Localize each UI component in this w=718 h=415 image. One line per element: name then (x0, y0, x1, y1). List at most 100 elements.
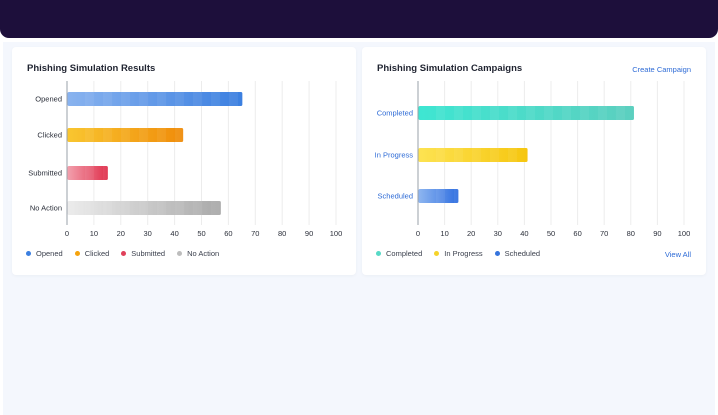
bar-segment (157, 201, 166, 215)
bar-segment (454, 148, 463, 162)
bar-segment (157, 128, 166, 142)
bar-segment (175, 201, 184, 215)
category-label-clicked: Clicked (37, 131, 62, 140)
bar-segment (580, 106, 589, 120)
bar-segment (103, 201, 112, 215)
bar-segment (193, 92, 202, 106)
x-tick-label: 100 (678, 229, 691, 238)
bar-segment (85, 128, 94, 142)
bar-segment (139, 128, 148, 142)
bar-no-action[interactable] (67, 201, 221, 215)
legend-dot-icon (434, 251, 440, 256)
campaigns-card-title: Phishing Simulation Campaigns (377, 63, 523, 74)
bar-segment (103, 92, 112, 106)
bar-scheduled[interactable] (418, 189, 459, 203)
results-legend-item-submitted[interactable]: Submitted (121, 249, 165, 258)
results-legend: Opened Clicked Submitted No Action (26, 249, 231, 258)
bar-segment (121, 201, 130, 215)
x-tick-label: 40 (520, 229, 528, 238)
campaigns-legend-item-in-progress[interactable]: In Progress (434, 249, 483, 258)
bar-opened[interactable] (67, 92, 243, 106)
legend-label: Clicked (84, 249, 110, 258)
x-tick-label: 30 (494, 229, 502, 238)
category-label-in-progress[interactable]: In Progress (375, 151, 414, 160)
phishing-campaigns-card: Phishing Simulation Campaigns Create Cam… (362, 47, 706, 275)
bar-segment (85, 166, 94, 180)
x-tick-label: 20 (117, 229, 125, 238)
bar-clicked[interactable] (67, 128, 184, 142)
x-tick-label: 50 (197, 229, 205, 238)
x-tick-label: 70 (600, 229, 608, 238)
bar-segment (490, 106, 499, 120)
category-label-submitted: Submitted (28, 169, 62, 178)
category-label-scheduled[interactable]: Scheduled (378, 192, 413, 201)
bar-segment (454, 106, 463, 120)
results-legend-item-no-action[interactable]: No Action (177, 249, 219, 258)
results-legend-item-clicked[interactable]: Clicked (74, 249, 110, 258)
x-tick-label: 0 (65, 229, 69, 238)
bar-segment (436, 148, 445, 162)
legend-dot-icon (376, 251, 381, 256)
bar-in-progress[interactable] (418, 148, 528, 162)
x-tick-label: 60 (573, 229, 581, 238)
bar-completed[interactable] (418, 106, 634, 120)
bar-segment (211, 92, 220, 106)
x-tick-label: 20 (467, 229, 475, 238)
legend-label: In Progress (444, 249, 483, 258)
results-bar-chart: 0 10 20 30 40 50 60 70 80 90 100 Opened Clicked Submi… (28, 81, 343, 238)
x-tick-label: 90 (653, 229, 661, 238)
x-tick-label: 10 (440, 229, 448, 238)
x-tick-label: 70 (251, 229, 259, 238)
bar-segment (157, 92, 166, 106)
results-card-title: Phishing Simulation Results (27, 63, 156, 74)
bar-segment (526, 106, 535, 120)
top-navigation-bar (0, 0, 718, 38)
bar-segment (544, 106, 553, 120)
x-tick-label: 80 (278, 229, 286, 238)
bar-submitted[interactable] (67, 166, 108, 180)
bar-segment (175, 128, 184, 142)
x-tick-label: 100 (330, 229, 343, 238)
campaigns-legend: Completed In Progress Scheduled (376, 249, 552, 258)
bar-segment (193, 201, 202, 215)
results-legend-item-opened[interactable]: Opened (26, 249, 63, 258)
bar-segment (139, 201, 148, 215)
x-tick-label: 10 (90, 229, 98, 238)
phishing-results-card: Phishing Simulation Results 0 10 20 30 40 50 6… (12, 47, 356, 275)
bar-segment (175, 92, 184, 106)
category-label-no-action: No Action (30, 204, 62, 213)
bar-segment (598, 106, 607, 120)
bar-segment (472, 148, 481, 162)
campaigns-bar-chart: 0 10 20 30 40 50 60 70 80 90 100 Completed In Progre… (375, 81, 691, 238)
x-tick-label: 60 (224, 229, 232, 238)
bar-segment (436, 189, 445, 203)
bar-segment (103, 166, 112, 180)
bar-segment (436, 106, 445, 120)
category-label-opened: Opened (35, 95, 62, 104)
x-tick-label: 40 (170, 229, 178, 238)
bar-segment (121, 128, 130, 142)
legend-label: Scheduled (504, 249, 541, 258)
bar-segment (211, 201, 220, 215)
legend-dot-icon (121, 251, 127, 256)
bar-segment (508, 148, 517, 162)
legend-label: Submitted (131, 249, 166, 258)
bar-segment (508, 106, 517, 120)
x-tick-label: 90 (305, 229, 313, 238)
campaigns-legend-item-scheduled[interactable]: Scheduled (494, 249, 541, 258)
bar-segment (121, 92, 130, 106)
x-tick-label: 80 (627, 229, 635, 238)
bar-segment (454, 189, 463, 203)
legend-label: Opened (36, 249, 63, 258)
category-label-completed[interactable]: Completed (377, 109, 413, 118)
bar-segment (85, 92, 94, 106)
campaigns-legend-item-completed[interactable]: Completed (376, 249, 422, 258)
create-campaign-link[interactable]: Create Campaign (632, 65, 691, 74)
bar-segment (616, 106, 625, 120)
bar-segment (139, 92, 148, 106)
view-all-link[interactable]: View All (664, 250, 691, 259)
legend-dot-icon (74, 251, 80, 256)
legend-dot-icon (26, 251, 31, 256)
bar-segment (229, 92, 238, 106)
legend-dot-icon (494, 251, 500, 256)
